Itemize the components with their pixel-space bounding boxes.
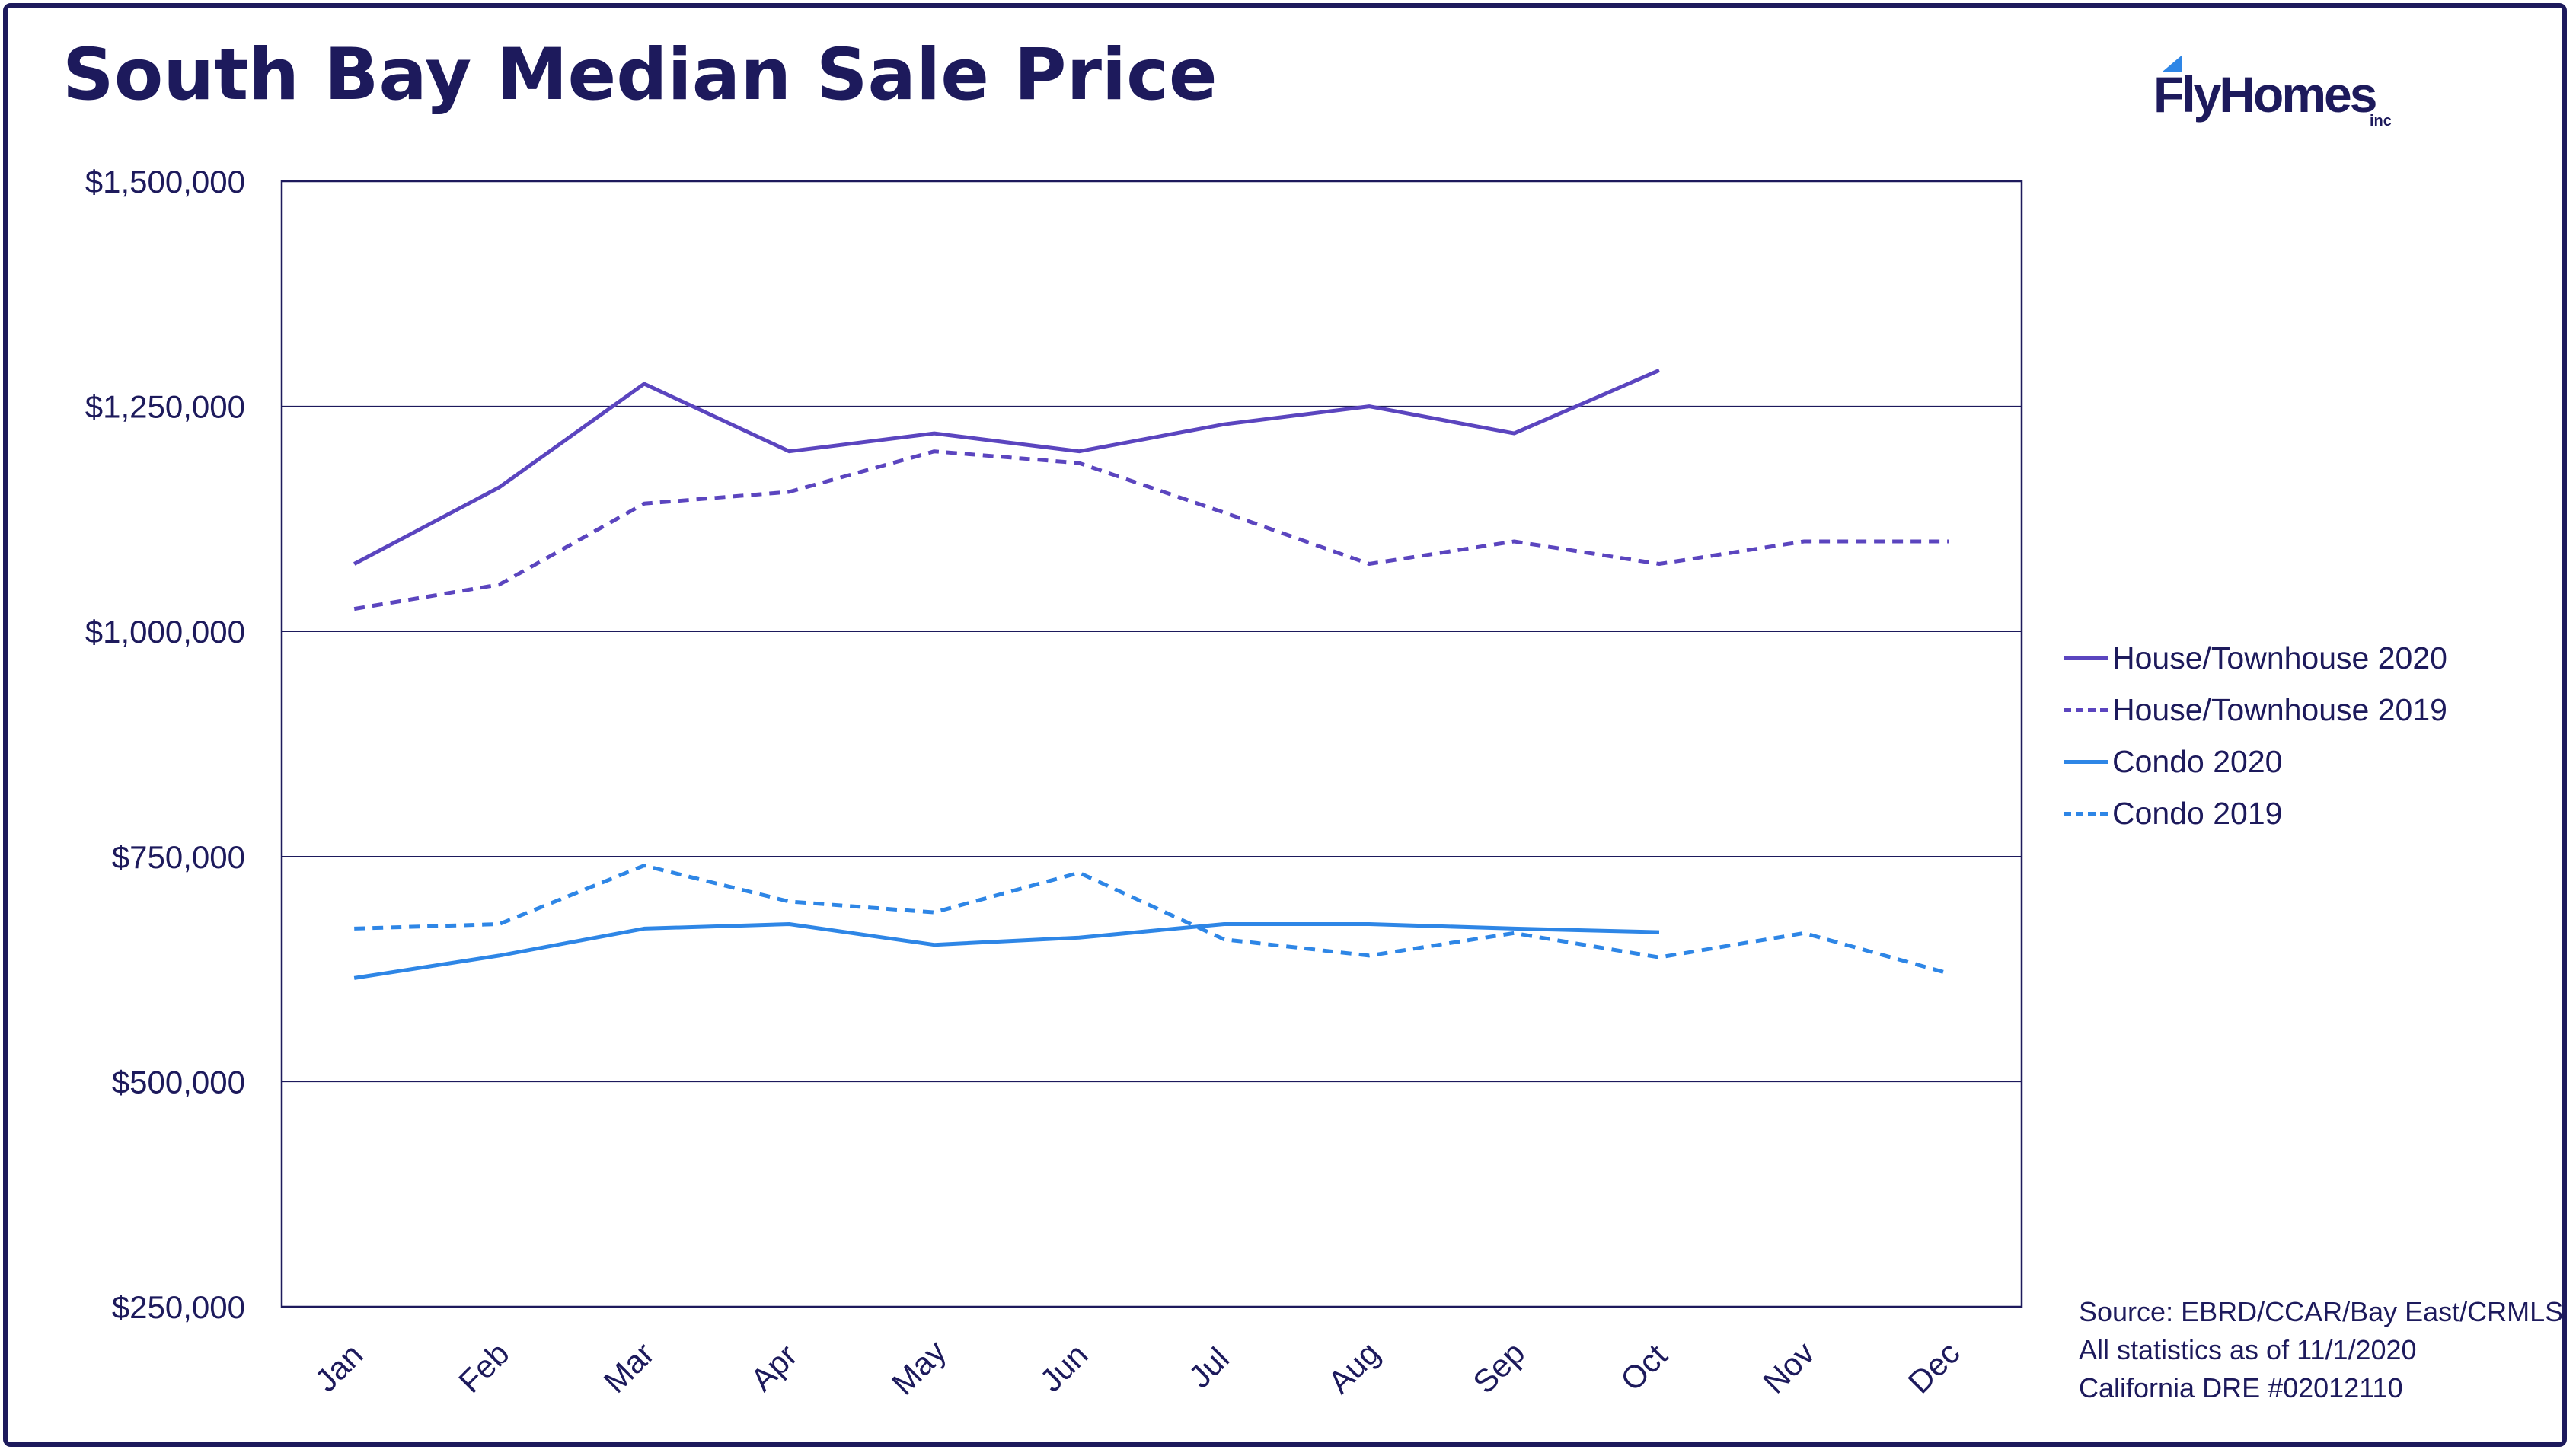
chart-frame bbox=[3, 3, 2567, 1447]
x-tick-label: Dec bbox=[1901, 1335, 1967, 1400]
legend-item: House/Townhouse 2020 bbox=[2064, 632, 2447, 684]
legend-item: Condo 2019 bbox=[2064, 787, 2447, 839]
x-tick-label: Aug bbox=[1321, 1335, 1387, 1400]
legend-swatch bbox=[2064, 707, 2108, 712]
legend-swatch bbox=[2064, 759, 2108, 764]
legend-label: House/Townhouse 2020 bbox=[2112, 640, 2447, 675]
flyhomes-flag-icon bbox=[2163, 55, 2182, 72]
y-tick-label: $750,000 bbox=[112, 839, 245, 875]
legend: House/Townhouse 2020 House/Townhouse 2019… bbox=[2064, 632, 2447, 839]
series-lines bbox=[353, 369, 1950, 980]
x-tick-label: Jun bbox=[1033, 1336, 1094, 1398]
series-line bbox=[353, 449, 1949, 611]
brand-logo: FlyHomes bbox=[2153, 66, 2377, 123]
stats-date-text: All statistics as of 11/1/2020 bbox=[2079, 1334, 2417, 1365]
brand-logo-suffix: inc bbox=[2370, 113, 2392, 129]
y-tick-label: $500,000 bbox=[112, 1064, 245, 1100]
legend-item: Condo 2020 bbox=[2064, 736, 2447, 787]
x-tick-label: Apr bbox=[743, 1337, 803, 1397]
legend-item: House/Townhouse 2019 bbox=[2064, 684, 2447, 736]
y-axis-ticks: $250,000 $500,000 $750,000 $1,000,000 $1,250… bbox=[85, 164, 245, 1325]
x-tick-label: May bbox=[885, 1333, 953, 1401]
plot-area-border bbox=[280, 180, 2023, 1308]
y-tick-label: $250,000 bbox=[112, 1289, 245, 1325]
license-text: California DRE #02012110 bbox=[2079, 1372, 2403, 1403]
grid-lines bbox=[282, 180, 2022, 1308]
source-text: Source: EBRD/CCAR/Bay East/CRMLS bbox=[2079, 1296, 2564, 1327]
x-tick-label: Nov bbox=[1756, 1335, 1821, 1400]
series-line bbox=[354, 864, 1950, 975]
x-tick-label: Feb bbox=[452, 1336, 516, 1400]
series-line bbox=[353, 922, 1660, 980]
series-line bbox=[353, 369, 1660, 566]
y-tick-label: $1,250,000 bbox=[85, 389, 245, 425]
legend-label: Condo 2019 bbox=[2112, 795, 2283, 831]
legend-swatch bbox=[2064, 656, 2108, 660]
x-tick-label: Jul bbox=[1182, 1340, 1236, 1394]
x-tick-label: Oct bbox=[1614, 1337, 1674, 1398]
legend-label: Condo 2020 bbox=[2112, 743, 2283, 779]
x-axis-ticks: Jan Feb Mar Apr May Jun Jul Aug Sep Oct Nov Dec bbox=[308, 1333, 1966, 1401]
source-note: Source: EBRD/CCAR/Bay East/CRMLS All sta… bbox=[2079, 1293, 2563, 1407]
legend-swatch bbox=[2064, 811, 2108, 816]
legend-label: House/Townhouse 2019 bbox=[2112, 691, 2447, 727]
y-tick-label: $1,500,000 bbox=[85, 164, 245, 200]
x-tick-label: Mar bbox=[597, 1336, 661, 1400]
chart-title: South Bay Median Sale Price bbox=[62, 34, 1218, 117]
x-tick-label: Jan bbox=[308, 1336, 369, 1398]
x-tick-label: Sep bbox=[1466, 1335, 1531, 1400]
y-tick-label: $1,000,000 bbox=[85, 614, 245, 650]
